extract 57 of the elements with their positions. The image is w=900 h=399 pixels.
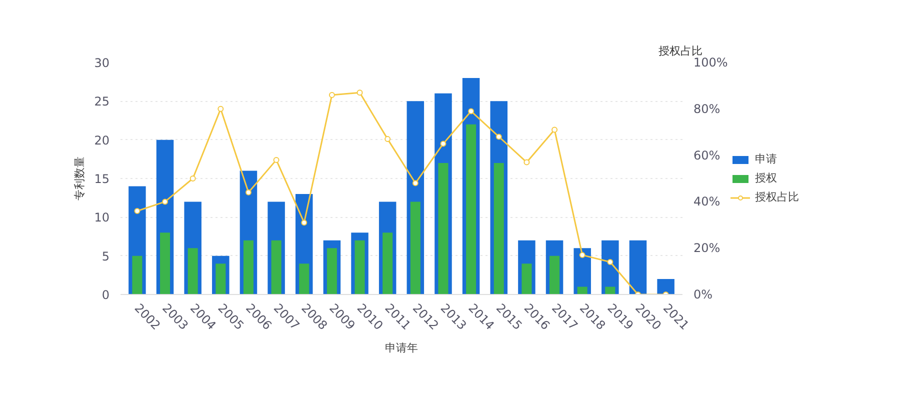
point xyxy=(552,126,558,133)
y-tick-label: 20 xyxy=(94,133,110,148)
bar xyxy=(160,232,170,294)
y-tick-label: 25 xyxy=(94,94,110,109)
bar xyxy=(438,163,448,294)
y2-tick-label: 100% xyxy=(694,56,728,70)
point xyxy=(328,92,335,98)
point xyxy=(496,134,502,140)
bar xyxy=(494,163,504,294)
x-axis-title: 申请年 xyxy=(385,342,418,355)
bar xyxy=(550,256,560,294)
point xyxy=(162,198,168,205)
bar xyxy=(132,256,142,294)
y2-tick-label: 80% xyxy=(694,102,720,116)
bar xyxy=(577,286,588,294)
legend-label: 授权占比 xyxy=(755,190,799,204)
point xyxy=(579,252,586,258)
legend-label: 申请 xyxy=(755,152,777,166)
point xyxy=(218,106,224,112)
point xyxy=(468,108,474,114)
bar xyxy=(410,202,420,294)
bar xyxy=(657,279,674,294)
point xyxy=(440,140,446,147)
y-axis-title: 专利数量 xyxy=(73,156,86,200)
bar xyxy=(299,264,310,294)
y-tick-label: 30 xyxy=(94,56,110,70)
point xyxy=(301,220,308,226)
y2-tick-label: 40% xyxy=(694,194,720,209)
bar xyxy=(188,248,198,294)
bar xyxy=(243,240,254,294)
point xyxy=(384,136,391,142)
bar xyxy=(382,232,393,294)
point xyxy=(245,189,252,196)
point xyxy=(524,159,530,166)
point xyxy=(273,156,280,163)
bar xyxy=(326,248,337,294)
point xyxy=(190,176,196,182)
point xyxy=(356,90,363,96)
y-tick-label: 0 xyxy=(102,288,110,302)
y-tick-label: 10 xyxy=(94,210,110,225)
bar xyxy=(466,124,476,294)
y2-tick-label: 20% xyxy=(694,241,720,256)
y2-axis-title: 授权占比 xyxy=(658,44,702,58)
y2-tick-label: 0% xyxy=(694,288,713,302)
legend-label: 授权 xyxy=(755,170,777,186)
y-tick-label: 5 xyxy=(102,249,110,264)
y-tick-label: 15 xyxy=(94,172,110,186)
bar xyxy=(629,240,647,294)
bar xyxy=(605,286,616,294)
bar xyxy=(216,264,226,294)
point xyxy=(134,208,140,214)
point xyxy=(412,180,418,186)
point xyxy=(607,259,614,266)
y2-tick-label: 60% xyxy=(694,148,720,162)
bar xyxy=(354,240,365,294)
bar xyxy=(271,240,282,294)
bar xyxy=(522,264,532,294)
